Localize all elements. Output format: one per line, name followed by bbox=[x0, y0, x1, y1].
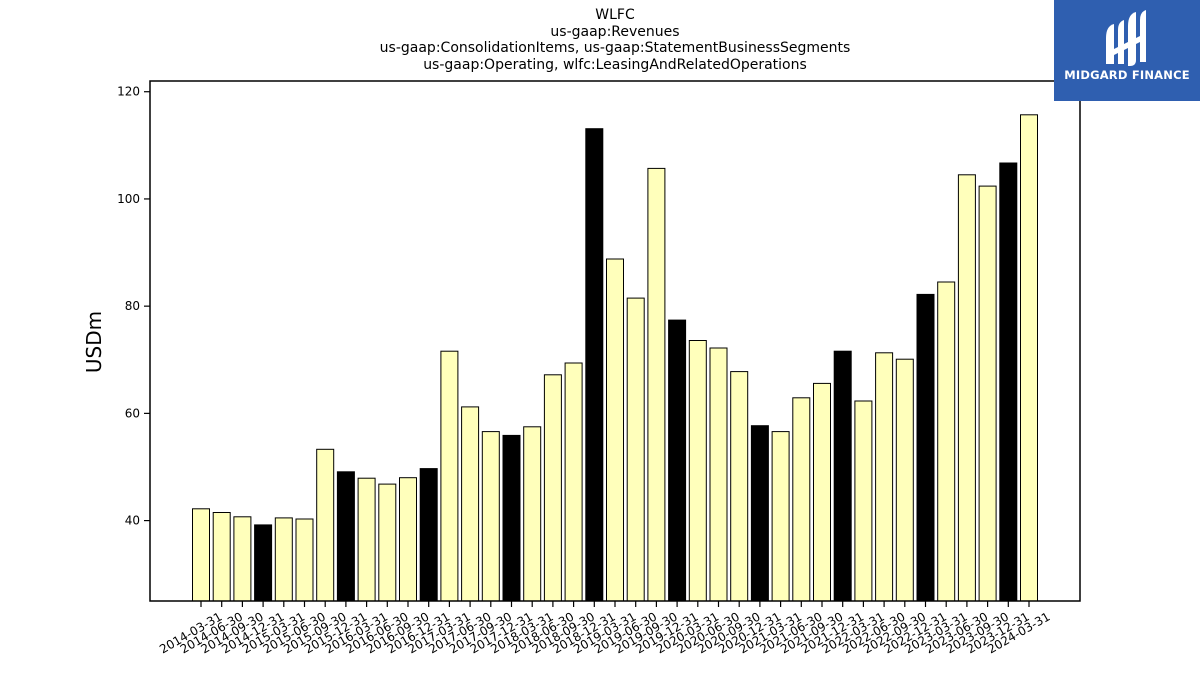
title-line-members: us-gaap:Operating, wlfc:LeasingAndRelate… bbox=[423, 56, 807, 73]
y-tick-label: 60 bbox=[125, 406, 140, 420]
bar-2022-06-30 bbox=[875, 352, 894, 602]
bar-2016-09-30 bbox=[399, 477, 417, 602]
bar-2016-12-31 bbox=[419, 468, 438, 602]
y-tick-label: 40 bbox=[125, 514, 140, 528]
bar-2014-09-30 bbox=[233, 516, 252, 602]
y-axis-ticks: 40 60 80 100 120 bbox=[117, 85, 150, 528]
bar-2019-03-31 bbox=[606, 258, 624, 602]
bar-2018-06-30 bbox=[543, 374, 562, 602]
bar-2015-03-31 bbox=[274, 517, 293, 602]
bar-2016-06-30 bbox=[378, 483, 397, 602]
bar-2017-12-31 bbox=[502, 434, 521, 602]
bar-2019-12-31 bbox=[668, 319, 687, 602]
bar-2015-06-30 bbox=[295, 518, 314, 602]
title-line-ticker: WLFC bbox=[595, 7, 635, 23]
bar-2017-09-30 bbox=[481, 431, 500, 602]
bar-2020-03-31 bbox=[688, 340, 707, 602]
midgard-finance-logo: MIDGARD FINANCE bbox=[1054, 0, 1200, 101]
y-tick-label: 100 bbox=[117, 192, 140, 206]
title-line-axes: us-gaap:ConsolidationItems, us-gaap:Stat… bbox=[379, 40, 851, 56]
bar-2018-09-30 bbox=[564, 362, 583, 602]
bar-2023-09-30 bbox=[978, 185, 997, 602]
bar-2022-03-31 bbox=[854, 400, 873, 602]
chart-title: WLFC us-gaap:Revenues us-gaap:Consolidat… bbox=[150, 7, 1080, 73]
bar-2021-12-31 bbox=[833, 350, 852, 602]
y-tick-label: 80 bbox=[125, 299, 140, 313]
bar-2019-09-30 bbox=[647, 167, 666, 602]
bar-2021-03-31 bbox=[771, 431, 790, 602]
bar-2023-12-31 bbox=[999, 162, 1018, 602]
bar-2021-06-30 bbox=[792, 397, 811, 602]
bar-2019-06-30 bbox=[626, 297, 645, 602]
logo-wordmark: MIDGARD FINANCE bbox=[1064, 68, 1190, 82]
bar-2022-09-30 bbox=[895, 358, 914, 602]
bar-2014-06-30 bbox=[212, 512, 231, 602]
bar-2017-06-30 bbox=[461, 406, 480, 602]
bar-2020-12-31 bbox=[750, 425, 769, 602]
x-axis-ticks: 2014-03-312014-06-302014-09-302014-12-31… bbox=[157, 601, 1053, 656]
bar-2015-12-31 bbox=[336, 471, 355, 602]
bar-2022-12-31 bbox=[916, 293, 935, 602]
bar-2018-12-31 bbox=[585, 128, 604, 602]
bar-series bbox=[192, 114, 1038, 602]
bar-2023-03-31 bbox=[937, 281, 956, 602]
title-line-concept: us-gaap:Revenues bbox=[550, 23, 680, 40]
y-tick-label: 120 bbox=[117, 85, 140, 99]
bar-2020-09-30 bbox=[730, 371, 749, 602]
bar-2016-03-31 bbox=[357, 477, 376, 602]
bar-2017-03-31 bbox=[440, 350, 459, 602]
bar-2015-09-30 bbox=[316, 448, 335, 602]
y-axis-label: USDm bbox=[82, 311, 106, 373]
bar-2014-03-31 bbox=[192, 508, 210, 602]
bar-2024-03-31 bbox=[1020, 114, 1038, 602]
plot-frame bbox=[149, 80, 1081, 602]
bar-2020-06-30 bbox=[709, 347, 728, 602]
midgard-m-icon bbox=[1106, 10, 1146, 66]
bar-2014-12-31 bbox=[254, 524, 273, 602]
bar-2021-09-30 bbox=[813, 382, 831, 602]
bar-2023-06-30 bbox=[957, 174, 976, 602]
bar-2018-03-31 bbox=[523, 426, 542, 602]
